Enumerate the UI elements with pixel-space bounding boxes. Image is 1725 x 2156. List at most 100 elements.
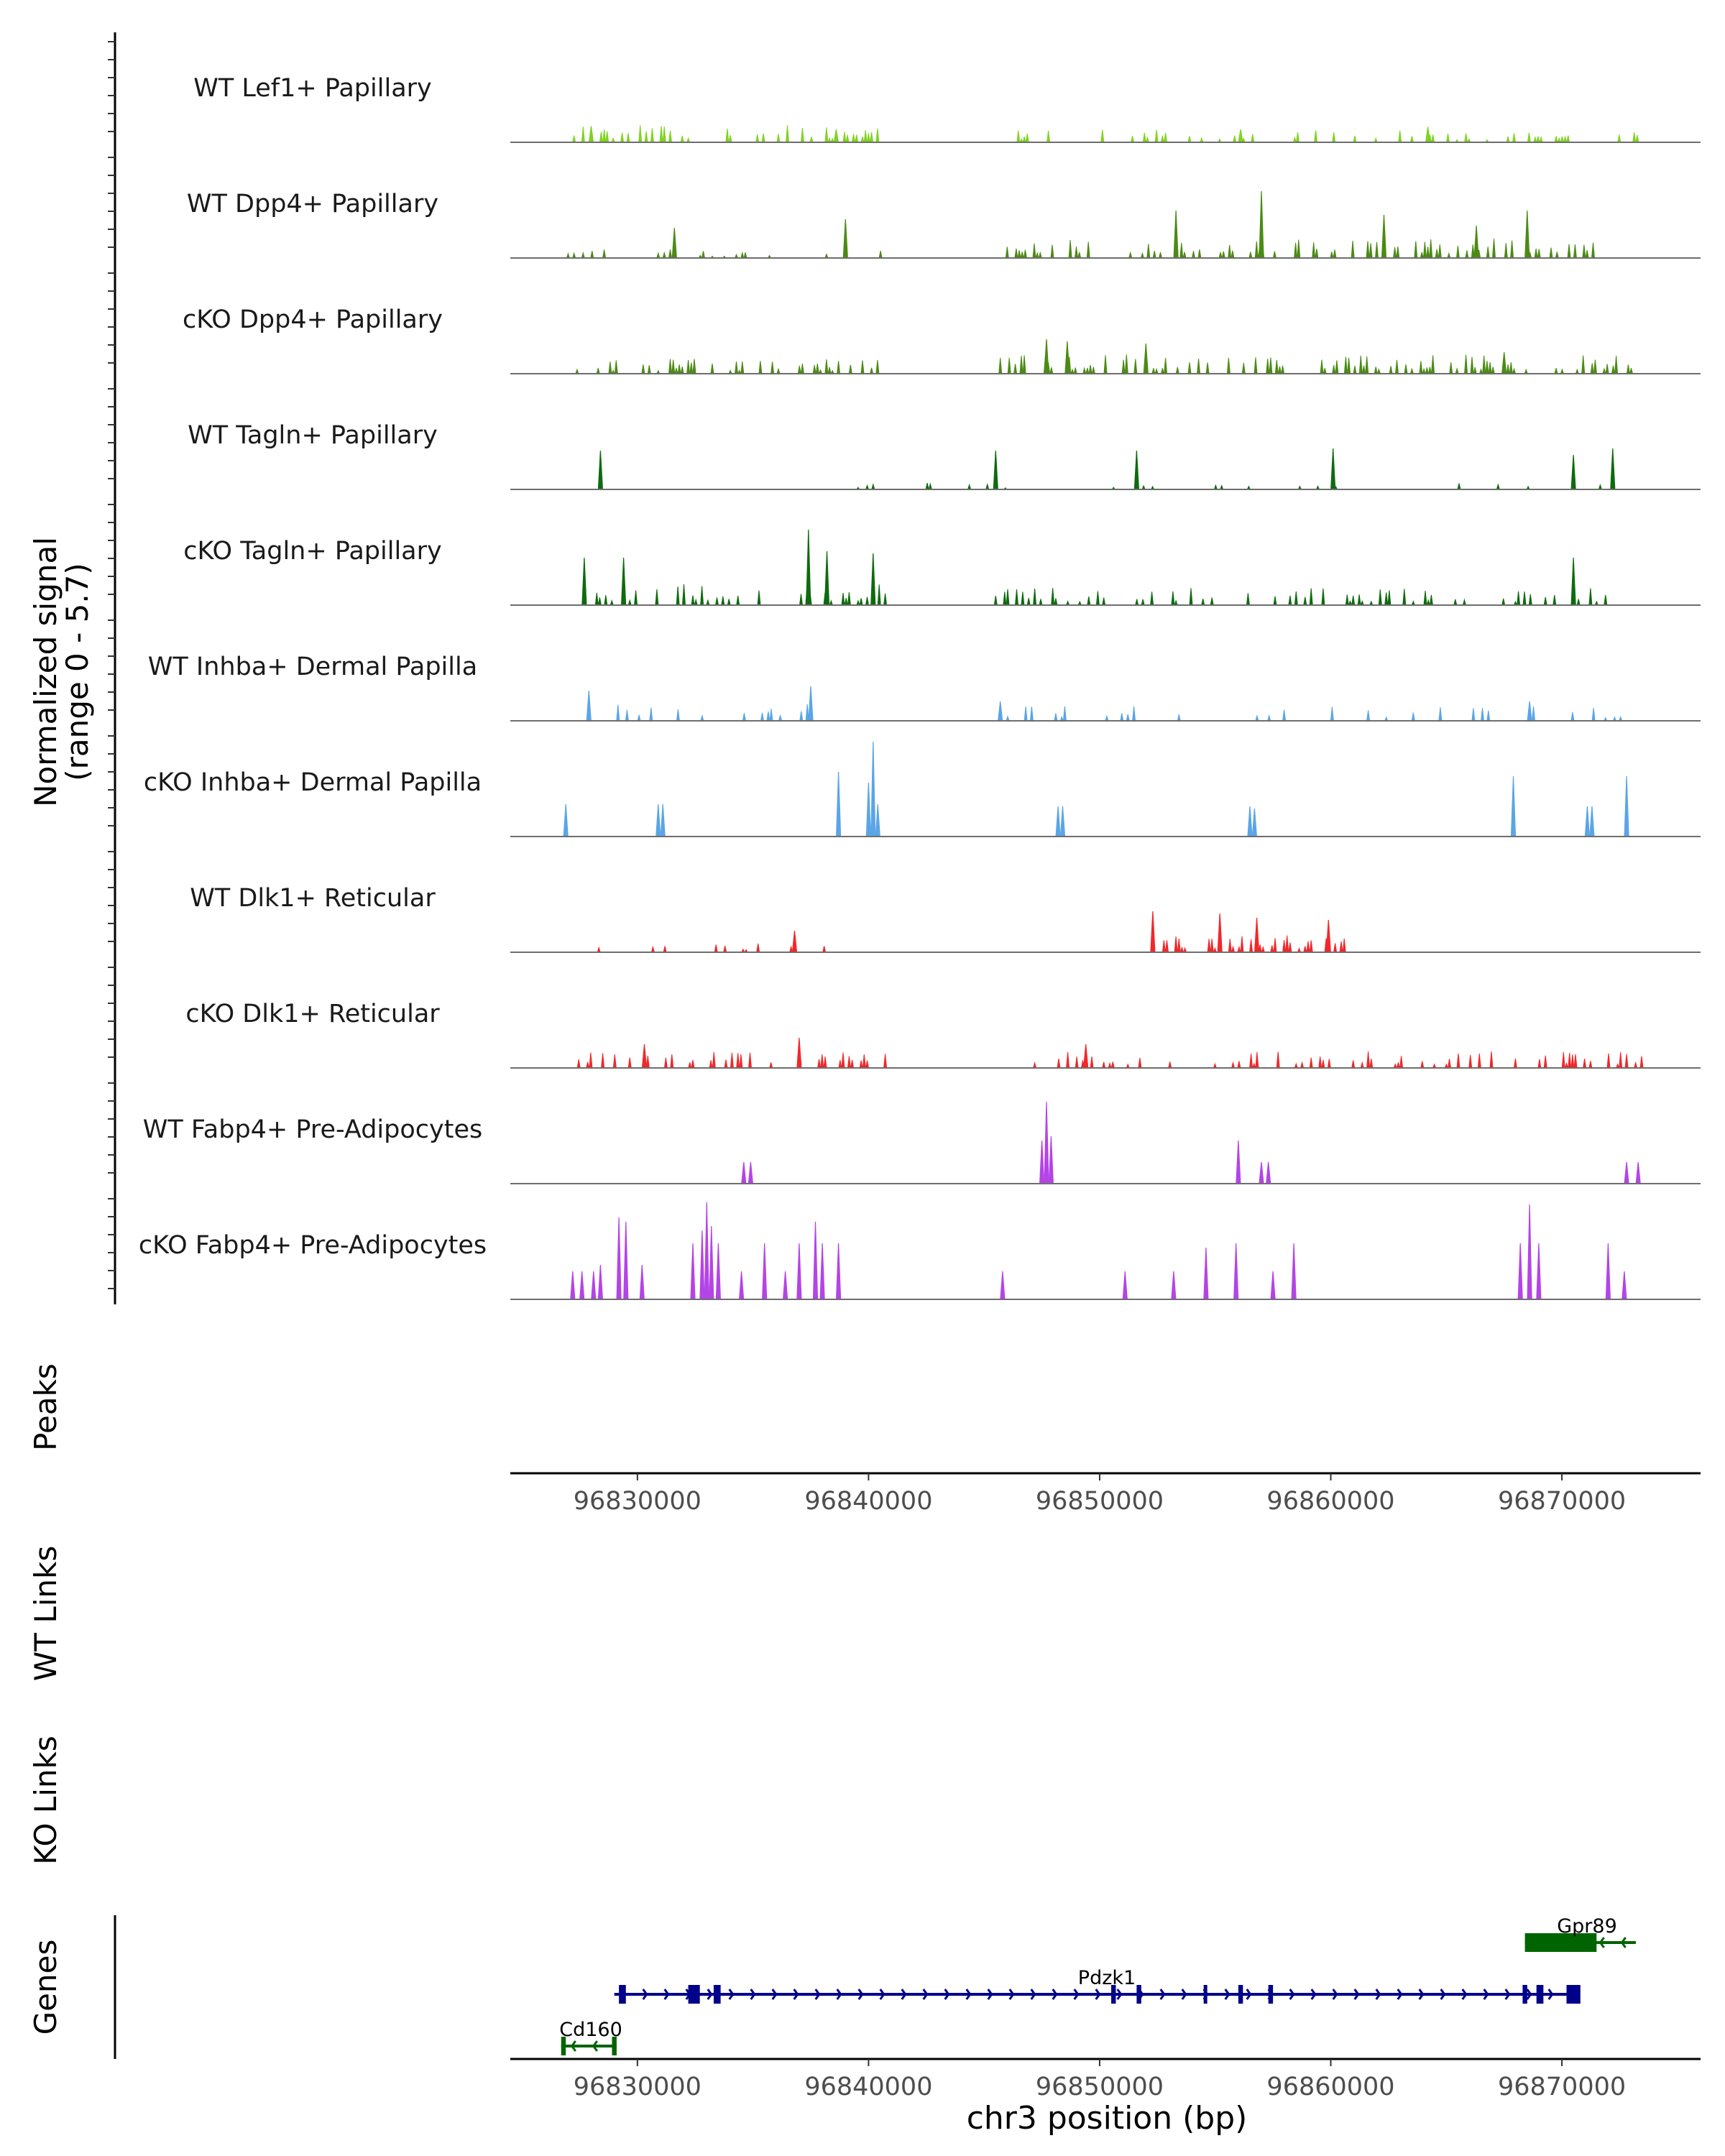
- signal-peak: [842, 218, 848, 259]
- signal-peak: [1584, 806, 1591, 837]
- track-label: cKO Fabp4+ Pre-Adipocytes: [139, 1231, 487, 1260]
- track-6: WT Inhba+ Dermal Papilla: [148, 653, 1701, 722]
- peaks-track-label: Peaks: [28, 1363, 63, 1451]
- track-label: WT Inhba+ Dermal Papilla: [148, 653, 477, 681]
- strand-arrow: [642, 1989, 648, 2000]
- gene-exon: [1566, 1985, 1581, 2004]
- strand-arrow: [944, 1989, 950, 2000]
- signal-peak: [1570, 557, 1576, 606]
- signal-peak: [1624, 1161, 1629, 1184]
- signal-peak: [762, 1243, 768, 1300]
- signal-peak: [1291, 1243, 1297, 1300]
- strand-arrow: [1353, 1989, 1360, 2000]
- strand-arrow: [1181, 1989, 1187, 2000]
- track-5: cKO Tagln+ Papillary: [183, 529, 1701, 606]
- gene-exon: [1136, 1985, 1141, 2004]
- signal-peak: [1143, 343, 1149, 374]
- gene-exon: [1111, 1985, 1116, 2004]
- genes-x-axis: 96830000 96840000 96850000 96860000 96870000: [510, 2058, 1701, 2101]
- signal-peak: [824, 550, 830, 606]
- signal-peak: [699, 1230, 705, 1300]
- signal-peak: [1330, 448, 1336, 490]
- x-tick-label: 96870000: [1498, 2073, 1626, 2101]
- gene-label: Pdzk1: [1078, 1967, 1136, 1989]
- signal-peak: [620, 557, 627, 606]
- track-label: cKO Dlk1+ Reticular: [185, 1000, 440, 1028]
- strand-arrow: [879, 1989, 886, 2000]
- strand-arrow: [570, 2040, 576, 2052]
- signal-peak: [870, 741, 876, 837]
- x-tick-label: 96850000: [1036, 1487, 1164, 1516]
- signal-peak: [1150, 911, 1156, 953]
- signal-peak: [1527, 701, 1532, 722]
- signal-peak: [1251, 808, 1258, 837]
- x-tick-label: 96830000: [574, 1487, 702, 1516]
- signal-peak: [806, 529, 811, 606]
- signal-peak: [791, 930, 798, 953]
- gene-gpr89: Gpr89: [1524, 1915, 1636, 1952]
- signal-peak: [1254, 917, 1260, 953]
- strand-arrow: [987, 1989, 993, 2000]
- signal-peak: [812, 1221, 819, 1300]
- signal-peak: [1059, 806, 1066, 837]
- track-4: WT Tagln+ Papillary: [188, 421, 1701, 490]
- strand-arrow: [1375, 1989, 1381, 2000]
- y-axis-subtitle: (range 0 - 5.7): [60, 563, 95, 781]
- signal-peak: [586, 690, 592, 722]
- gene-exon: [561, 2037, 566, 2055]
- signal-peak: [1064, 341, 1070, 374]
- signal-peak: [1259, 1161, 1264, 1184]
- x-tick-label: 96830000: [574, 2073, 702, 2101]
- strand-arrow: [1310, 1989, 1317, 2000]
- coverage-area: [576, 1051, 1644, 1069]
- track-label: WT Fabp4+ Pre-Adipocytes: [143, 1115, 482, 1144]
- strand-arrow: [1483, 1989, 1489, 2000]
- signal-peak: [1044, 1101, 1049, 1184]
- signal-peak: [1473, 225, 1479, 259]
- signal-peak: [796, 1243, 802, 1300]
- gene-annotations: Gpr89 Pdzk1 Cd160: [559, 1915, 1636, 2055]
- gene-exon: [619, 1985, 626, 2004]
- ko-links-label: KO Links: [28, 1736, 63, 1865]
- x-axis-title: chr3 position (bp): [967, 2100, 1248, 2137]
- signal-peak: [1527, 1204, 1532, 1300]
- signal-peak: [597, 1264, 604, 1300]
- signal-peak: [1133, 450, 1140, 490]
- strand-arrow: [728, 1989, 735, 2000]
- signal-tracks: WT Lef1+ Papillary WT Dpp4+ Papillary cKO …: [139, 74, 1701, 1300]
- track-label: cKO Dpp4+ Papillary: [183, 305, 443, 334]
- signal-peak: [1270, 1271, 1276, 1300]
- strand-arrow: [836, 1989, 842, 2000]
- coverage-area: [597, 935, 1346, 953]
- signal-peak: [1589, 806, 1595, 837]
- signal-peak: [1622, 1271, 1627, 1300]
- genes-track-label: Genes: [28, 1940, 63, 2035]
- wt-links-label: WT Links: [28, 1546, 63, 1681]
- signal-peak: [1536, 1243, 1542, 1300]
- gene-exon: [713, 1985, 721, 2004]
- strand-arrow: [1547, 1989, 1554, 2000]
- coverage-area: [594, 584, 1608, 606]
- coverage-area: [566, 239, 1596, 259]
- track-8: WT Dlk1+ Reticular: [190, 884, 1701, 953]
- strand-arrow: [1598, 1937, 1605, 1948]
- signal-peak: [588, 126, 594, 143]
- strand-arrow: [1440, 1989, 1446, 2000]
- strand-arrow: [707, 1989, 713, 2000]
- y-axis-title: Normalized signal: [28, 537, 63, 807]
- track-7: cKO Inhba+ Dermal Papilla: [144, 741, 1701, 837]
- coverage-area: [586, 704, 1623, 722]
- strand-arrow: [857, 1989, 864, 2000]
- signal-peak: [796, 1037, 802, 1069]
- strand-arrow: [922, 1989, 929, 2000]
- signal-peak: [1635, 1161, 1641, 1184]
- strand-arrow: [1461, 1989, 1468, 2000]
- strand-arrow: [965, 1989, 972, 2000]
- gene-exon: [1536, 1985, 1544, 2004]
- signal-peak: [1217, 913, 1223, 953]
- gene-label: Gpr89: [1557, 1915, 1617, 1938]
- track-label: WT Dpp4+ Papillary: [187, 190, 438, 218]
- signal-peak: [690, 1243, 696, 1300]
- signal-peak: [998, 701, 1003, 722]
- gene-exon: [1203, 1985, 1208, 2004]
